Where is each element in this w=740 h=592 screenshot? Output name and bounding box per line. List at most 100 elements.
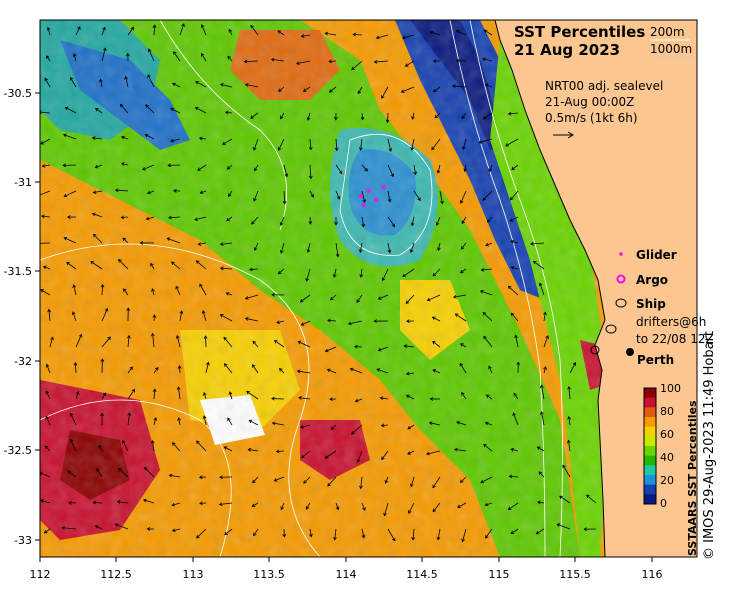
current-arrowhead <box>510 447 515 452</box>
current-arrowhead <box>392 537 396 542</box>
current-arrowhead <box>244 296 249 300</box>
current-arrow <box>45 416 51 426</box>
current-arrowhead <box>483 335 487 340</box>
current-arrow <box>543 366 547 374</box>
current-arrow <box>382 268 389 281</box>
current-arrowhead <box>126 334 131 339</box>
current-arrowhead <box>167 163 171 168</box>
current-arrow <box>42 164 51 167</box>
current-arrow <box>44 445 51 452</box>
current-arrow <box>307 242 311 253</box>
current-scale: 0.5m/s (1kt 6h) <box>545 111 638 125</box>
current-arrow <box>557 523 571 530</box>
current-arrow <box>437 528 441 540</box>
current-arrow <box>46 391 51 400</box>
current-arrow <box>95 525 103 530</box>
current-arrowhead <box>252 479 256 484</box>
current-arrow <box>280 242 285 254</box>
current-arrowhead <box>408 510 412 514</box>
current-arrow <box>93 501 103 504</box>
current-arrowhead <box>461 115 466 120</box>
current-arrowhead <box>145 216 150 221</box>
current-arrowhead <box>402 273 406 278</box>
current-arrow <box>152 333 155 348</box>
current-arrowhead <box>299 298 304 303</box>
current-arrow <box>224 528 233 535</box>
current-arrow <box>408 502 415 514</box>
current-arrow <box>407 450 415 455</box>
current-arrow <box>179 365 181 374</box>
current-arrowhead <box>507 506 512 511</box>
current-arrowhead <box>440 200 444 205</box>
current-arrow <box>402 34 415 39</box>
current-arrowhead <box>375 35 380 40</box>
current-arrow <box>325 450 337 459</box>
current-arrow <box>201 53 207 62</box>
current-arrowhead <box>224 531 228 536</box>
current-arrowhead <box>98 444 102 449</box>
current-arrow <box>432 268 441 277</box>
current-arrow <box>73 284 77 296</box>
current-arrowhead <box>219 475 223 480</box>
current-arrow <box>249 420 259 426</box>
current-arrow <box>309 164 312 179</box>
current-arrow <box>115 189 129 192</box>
current-arrow <box>483 335 493 348</box>
current-arrowhead <box>77 26 81 30</box>
current-arrowhead <box>64 106 69 111</box>
current-arrowhead <box>199 190 204 194</box>
current-arrow <box>335 242 339 257</box>
current-arrowhead <box>435 222 440 226</box>
current-arrowhead <box>228 391 233 395</box>
current-arrowhead <box>405 394 410 399</box>
current-arrowhead <box>309 533 313 538</box>
current-arrow <box>280 112 285 119</box>
current-arrow <box>309 190 314 198</box>
current-arrowhead <box>40 499 44 503</box>
current-arrow <box>335 138 338 151</box>
current-arrow <box>483 444 493 452</box>
current-arrowhead <box>400 89 405 93</box>
current-arrow <box>95 164 103 168</box>
current-arrow <box>303 86 311 92</box>
colorbar-title: SSTAARS SST Percentiles <box>686 400 699 557</box>
current-arrow <box>271 58 285 62</box>
current-arrow <box>335 502 339 510</box>
current-arrowhead <box>71 311 76 315</box>
ship-marker <box>605 324 617 334</box>
current-arrow <box>280 502 285 510</box>
current-arrow <box>541 385 545 400</box>
current-arrowhead <box>538 282 543 287</box>
current-arrowhead <box>381 277 386 282</box>
current-arrow <box>219 502 233 505</box>
current-arrowhead <box>278 88 282 92</box>
current-arrowhead <box>426 451 430 456</box>
current-arrowhead <box>428 421 433 426</box>
current-arrow <box>226 216 233 222</box>
current-arrow <box>539 282 545 296</box>
current-arrow <box>406 395 415 400</box>
current-arrow <box>562 465 571 478</box>
current-arrowhead <box>354 398 359 403</box>
current-arrow <box>461 112 467 119</box>
current-arrowhead <box>461 220 465 225</box>
current-arrowhead <box>172 82 176 87</box>
current-arrow <box>543 335 549 348</box>
current-arrowhead <box>376 368 381 372</box>
current-arrowhead <box>403 344 408 348</box>
current-arrowhead <box>271 396 275 401</box>
current-arrowhead <box>152 24 157 29</box>
current-arrow <box>378 346 389 351</box>
current-arrow <box>411 112 415 120</box>
current-arrow <box>250 25 259 36</box>
current-arrowhead <box>457 504 461 508</box>
current-arrowhead <box>300 322 305 326</box>
credit-text: © IMOS 29-Aug-2023 11:49 Hobart <box>702 330 717 560</box>
current-arrowhead <box>144 466 148 471</box>
current-arrow <box>195 81 207 88</box>
current-arrow <box>297 370 311 374</box>
current-arrow <box>357 86 363 94</box>
colorbar-swatch <box>644 465 656 476</box>
current-arrowhead <box>510 239 515 244</box>
current-arrowhead <box>271 292 275 297</box>
